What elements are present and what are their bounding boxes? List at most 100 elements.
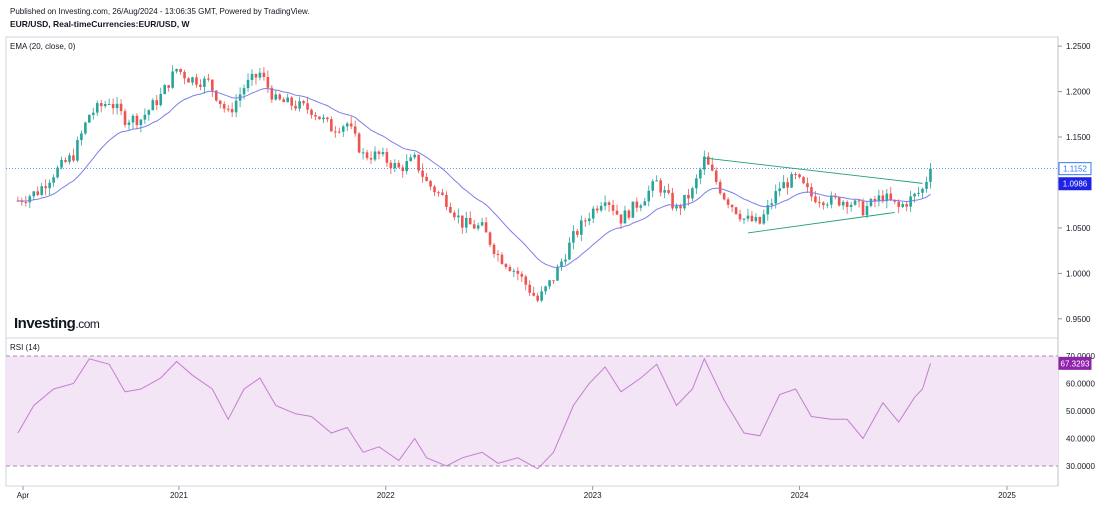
rsi-band — [6, 356, 1058, 466]
candle-down — [397, 163, 401, 168]
candle-down — [802, 177, 805, 184]
rsi-value-tag: 67.3293 — [1058, 356, 1092, 370]
candle-down — [496, 254, 500, 256]
candle-down — [266, 77, 270, 88]
candle-down — [334, 131, 337, 133]
candle-up — [774, 191, 778, 204]
candle-up — [143, 114, 147, 120]
candle-up — [790, 174, 793, 188]
candle-up — [175, 68, 178, 72]
candle-up — [381, 152, 385, 155]
candle-up — [901, 204, 904, 207]
candle-up — [131, 115, 135, 123]
candle-down — [794, 174, 797, 176]
candle-up — [591, 208, 595, 219]
candle-up — [457, 215, 460, 218]
candle-up — [68, 155, 71, 162]
rsi-tick-label: 30.0000 — [1066, 462, 1095, 471]
candle-down — [822, 202, 825, 206]
candle-down — [349, 123, 353, 127]
candle-up — [655, 180, 658, 182]
candle-up — [746, 215, 750, 219]
candle-down — [222, 104, 226, 109]
publish-info: Published on Investing.com, 26/Aug/2024 … — [10, 7, 310, 16]
candle-up — [32, 191, 36, 197]
candle-down — [714, 170, 718, 182]
candle-down — [167, 85, 170, 88]
candle-up — [782, 182, 785, 189]
candle-up — [80, 133, 83, 141]
candle-up — [409, 157, 413, 162]
candle-up — [853, 200, 857, 205]
rsi-tick-label: 60.0000 — [1066, 380, 1095, 389]
candle-up — [405, 161, 409, 172]
candle-down — [905, 204, 908, 207]
candle-down — [607, 202, 611, 205]
axes: 1.25001.20001.15001.10001.05001.00000.95… — [17, 42, 1096, 500]
candle-up — [60, 159, 63, 168]
candle-down — [722, 193, 726, 200]
candle-down — [294, 105, 297, 109]
candle-up — [695, 178, 698, 189]
rsi-pane — [17, 357, 931, 470]
candle-down — [211, 79, 214, 91]
candle-down — [119, 103, 123, 112]
candle-up — [127, 122, 131, 125]
candle-down — [290, 97, 293, 106]
ema-value-tag-box — [1058, 177, 1092, 191]
candle-down — [837, 197, 841, 206]
candle-down — [524, 276, 528, 285]
candle-up — [151, 100, 155, 111]
candle-down — [36, 191, 40, 195]
candle-down — [667, 190, 670, 193]
candle-up — [480, 222, 484, 226]
candle-down — [528, 284, 532, 293]
candle-down — [441, 192, 444, 195]
time-tick-label: Apr — [17, 491, 30, 500]
candle-down — [357, 133, 361, 153]
candle-down — [401, 167, 405, 172]
candle-down — [64, 159, 67, 162]
candle-down — [520, 273, 524, 277]
candle-down — [385, 152, 389, 163]
candle-down — [429, 181, 432, 187]
candle-up — [647, 190, 651, 202]
price-tick-label: 1.2000 — [1066, 88, 1091, 97]
candle-down — [214, 90, 218, 101]
candle-down — [20, 200, 24, 203]
candle-up — [703, 156, 706, 170]
candle-up — [413, 154, 416, 158]
candle-down — [318, 116, 321, 120]
candle-down — [484, 222, 488, 233]
candle-down — [445, 194, 448, 208]
candle-down — [595, 208, 599, 211]
rsi-tick-label: 50.0000 — [1066, 407, 1095, 416]
candle-down — [615, 210, 619, 215]
candle-up — [298, 101, 301, 109]
candle-up — [865, 206, 869, 216]
candle-up — [84, 122, 87, 134]
candle-down — [310, 109, 313, 116]
candle-up — [754, 217, 758, 222]
last-price-tag-box — [1058, 162, 1092, 176]
candle-down — [195, 77, 198, 85]
candle-down — [468, 217, 472, 225]
candle-up — [286, 97, 290, 103]
last-price-tag-text: 1.1152 — [1063, 165, 1087, 174]
price-tick-label: 1.0500 — [1066, 224, 1091, 233]
candle-down — [576, 231, 579, 235]
candle-up — [103, 104, 107, 107]
candle-up — [393, 163, 397, 169]
candle-up — [564, 259, 567, 262]
candle-down — [889, 193, 893, 200]
candle-up — [691, 188, 694, 199]
candle-down — [706, 156, 710, 165]
candle-down — [659, 180, 662, 193]
time-tick-label: 2023 — [584, 491, 602, 500]
candle-up — [115, 103, 119, 109]
candle-down — [111, 104, 115, 109]
candle-up — [683, 194, 686, 209]
candle-down — [718, 181, 722, 194]
candle-up — [107, 104, 111, 106]
